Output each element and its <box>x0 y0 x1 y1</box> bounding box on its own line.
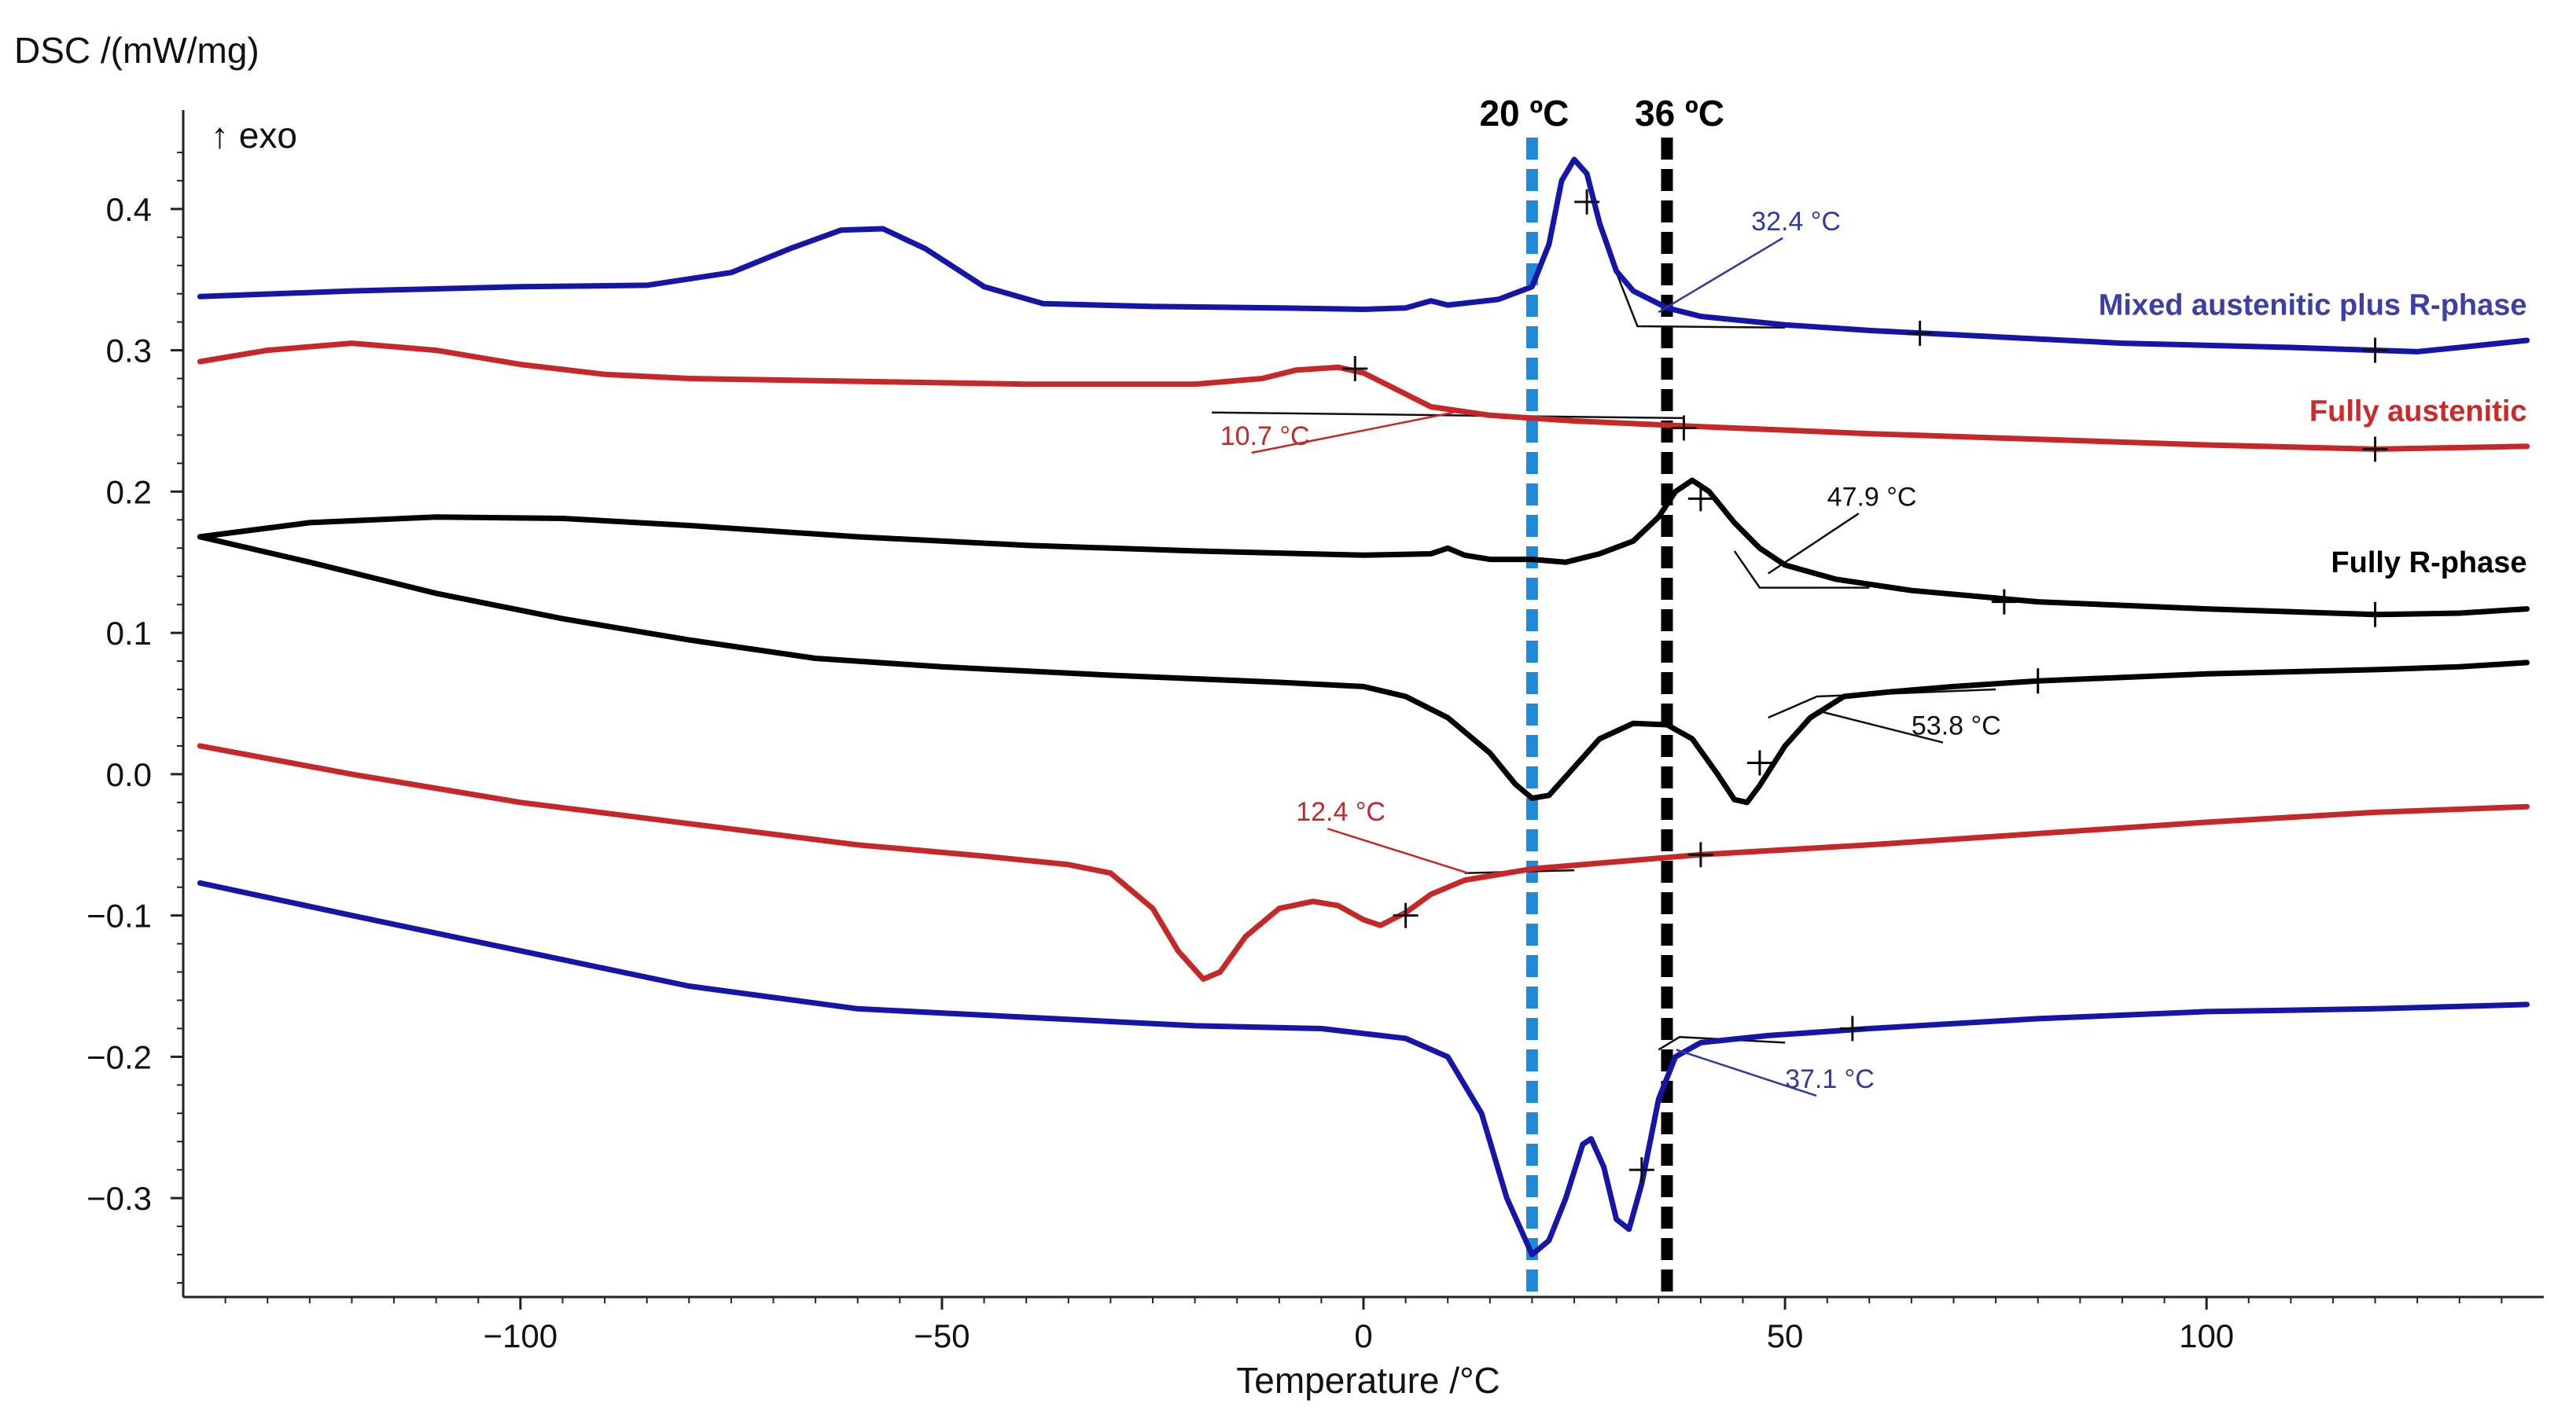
x-axis-title: Temperature /°C <box>1236 1360 1500 1401</box>
annotation-leader <box>1658 237 1783 314</box>
annotation-label: 47.9 °C <box>1827 482 1917 512</box>
annotation-leader <box>1327 828 1469 874</box>
tangent-line <box>1733 550 1870 589</box>
series-fully-r-phase-cooling <box>197 477 2530 618</box>
axis-ticks: −100 −50 0 50 100 0.4 0.3 0.2 0.1 0.0 −0.1 −0.2 −0.3 <box>86 151 2503 1354</box>
onset-cross <box>2025 668 2051 694</box>
tangent-lines <box>1211 272 1996 1051</box>
y-tick-label: −0.3 <box>86 1180 152 1217</box>
onset-cross <box>2362 337 2388 363</box>
onset-cross <box>1628 1157 1654 1183</box>
reference-lines: 20 ºC 36 ºC <box>1479 93 1724 1299</box>
onset-cross <box>1393 902 1419 928</box>
y-tick-label: −0.2 <box>86 1038 152 1075</box>
series-fully-austenitic-heating <box>197 743 2530 982</box>
exo-indicator: ↑ exo <box>211 115 297 156</box>
reference-label-20: 20 ºC <box>1479 93 1569 134</box>
y-tick-label: 0.2 <box>106 473 152 510</box>
series-label-fully-r-phase: Fully R-phase <box>2331 546 2526 579</box>
tangent-line <box>1658 1035 1786 1051</box>
onset-cross <box>2362 436 2388 462</box>
onset-cross <box>1574 189 1600 215</box>
annotation-leader <box>1676 1049 1817 1097</box>
x-tick-label: 50 <box>1767 1317 1804 1354</box>
annotation-label: 12.4 °C <box>1296 797 1386 827</box>
annotation-label: 53.8 °C <box>1912 711 2001 741</box>
annotation-label: 32.4 °C <box>1751 207 1841 237</box>
onset-cross <box>1991 589 2017 615</box>
y-tick-label: 0.1 <box>106 615 152 652</box>
series-mixed-austenitic-plus-r-phase-cooling <box>197 156 2530 355</box>
series-label-mixed-austenitic-plus-r-phase: Mixed austenitic plus R-phase <box>2099 289 2527 322</box>
y-tick-label: −0.1 <box>86 898 152 935</box>
annotation-leader <box>1251 411 1454 454</box>
onset-cross <box>1907 321 1933 347</box>
onset-cross <box>2362 601 2388 627</box>
onset-cross <box>1687 486 1713 512</box>
annotations: 32.4 °C 10.7 °C 47.9 °C 53.8 °C 12.4 °C 37.1 … <box>1220 207 2001 1097</box>
onset-markers <box>1342 189 2388 1183</box>
series-fully-r-phase-heating <box>197 534 2530 806</box>
series-label-fully-austenitic: Fully austenitic <box>2309 395 2527 428</box>
annotation-label: 10.7 °C <box>1220 421 1310 451</box>
annotation-leader <box>1816 709 1944 744</box>
series-mixed-austenitic-plus-r-phase-heating <box>197 880 2530 1258</box>
annotation-leader <box>1767 513 1860 575</box>
y-axis-title: DSC /(mW/mg) <box>14 30 259 71</box>
annotation-label: 37.1 °C <box>1785 1064 1875 1094</box>
series-lines <box>197 156 2530 1258</box>
y-tick-label: 0.3 <box>106 333 152 369</box>
tangent-line <box>1211 411 1684 420</box>
x-tick-label: 100 <box>2179 1317 2234 1354</box>
tangent-line <box>1768 688 1996 719</box>
onset-cross <box>1671 415 1697 441</box>
y-tick-label: 0.0 <box>106 756 152 793</box>
onset-cross <box>1839 1016 1865 1042</box>
onset-cross <box>1342 355 1368 381</box>
series-labels: Mixed austenitic plus R-phase Fully auste… <box>2099 289 2527 579</box>
x-tick-label: −50 <box>914 1317 970 1354</box>
onset-cross <box>1687 842 1713 868</box>
reference-label-36: 36 ºC <box>1635 93 1724 134</box>
series-fully-austenitic-cooling <box>197 340 2530 452</box>
x-tick-label: 0 <box>1354 1317 1372 1354</box>
onset-cross <box>1746 750 1772 776</box>
y-tick-label: 0.4 <box>106 191 152 228</box>
x-tick-label: −100 <box>484 1317 558 1354</box>
tangent-line <box>1615 272 1786 329</box>
